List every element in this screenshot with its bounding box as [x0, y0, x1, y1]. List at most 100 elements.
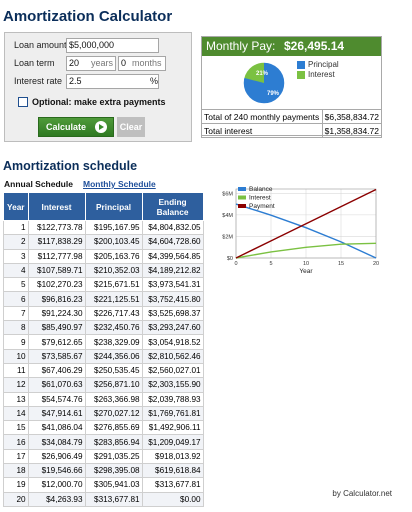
interest-cell: $47,914.61 — [27, 405, 86, 422]
x-tick-label: 0 — [234, 261, 237, 267]
principal-cell: $291,035.25 — [84, 448, 143, 465]
principal-cell: $250,535.45 — [84, 362, 143, 379]
table-row: 15 $41,086.04 $276,855.69 $1,492,906.11 — [3, 420, 204, 436]
play-icon — [95, 121, 107, 133]
y-tick-label: $2M — [222, 234, 233, 240]
y-tick-label: $4M — [222, 213, 233, 219]
year-cell: 10 — [3, 348, 29, 364]
balance-cell: $3,293,247.60 — [141, 320, 204, 336]
plot-frame — [235, 188, 377, 259]
legend-label: Balance — [249, 186, 273, 193]
interest-cell: $85,490.97 — [27, 320, 86, 336]
extra-payments-label: Optional: make extra payments — [32, 97, 166, 107]
interest-cell: $73,585.67 — [27, 348, 86, 364]
loan-amount-input[interactable]: $5,000,000 — [66, 38, 159, 53]
clear-button[interactable]: Clear — [117, 117, 145, 137]
principal-cell: $270,027.12 — [84, 405, 143, 422]
table-row: 17 $26,906.49 $291,035.25 $918,013.92 — [3, 448, 204, 465]
interest-cell: $67,406.29 — [27, 362, 86, 379]
balance-cell: $2,303,155.90 — [141, 377, 204, 393]
x-tick-label: 15 — [338, 261, 344, 267]
calculator-form: Loan amount $5,000,000 Loan term 20 year… — [4, 32, 192, 142]
balance-cell: $3,973,541.31 — [141, 277, 204, 293]
balance-cell: $1,209,049.17 — [141, 434, 204, 450]
year-cell: 17 — [3, 448, 29, 465]
pie-slice-interest — [243, 62, 264, 83]
percent-unit: % — [150, 76, 159, 86]
col-ending-balance: Ending Balance — [141, 192, 204, 221]
interest-rate-label: Interest rate — [14, 76, 63, 86]
legend-swatch — [238, 195, 246, 200]
col-year: Year — [3, 192, 29, 221]
table-row: 10 $73,585.67 $244,356.06 $2,810,562.46 — [3, 348, 204, 364]
year-cell: 15 — [3, 420, 29, 436]
interest-rate-input[interactable]: 2.5 — [66, 74, 159, 89]
x-tick-label: 10 — [303, 261, 309, 267]
monthly-pay-label: Monthly Pay: — [206, 39, 276, 53]
legend-label: Interest — [249, 195, 271, 202]
principal-cell: $226,717.43 — [84, 305, 143, 322]
pie-label-principal: 79% — [267, 91, 280, 97]
principal-cell: $244,356.06 — [84, 348, 143, 364]
balance-cell: $4,604,728.60 — [141, 234, 204, 250]
table-row: 14 $47,914.61 $270,027.12 $1,769,761.81 — [3, 405, 204, 422]
balance-cell: $3,752,415.80 — [141, 291, 204, 307]
balance-line-chart: $0 $2M $4M $6M 0 5 10 15 20 Balance InterestPaymen… — [222, 186, 379, 275]
monthly-pay-value: $26,495.14 — [284, 39, 345, 53]
calculate-label: Calculate — [46, 122, 87, 132]
table-row: 6 $96,816.23 $221,125.51 $3,752,415.80 — [3, 291, 204, 307]
interest-cell: $61,070.63 — [27, 377, 86, 393]
summary-label: Total interest — [201, 123, 323, 138]
pie-label-interest: 21% — [256, 71, 269, 77]
summary-label: Total of 240 monthly payments — [201, 109, 323, 124]
summary-row: Total of 240 monthly payments $6,358,834… — [201, 109, 383, 124]
calculate-button[interactable]: Calculate — [38, 117, 114, 137]
y-tick-label: $0 — [227, 256, 233, 262]
tab-annual-schedule[interactable]: Annual Schedule — [4, 179, 73, 189]
table-row: 5 $102,270.23 $215,671.51 $3,973,541.31 — [3, 277, 204, 293]
year-cell: 14 — [3, 405, 29, 422]
year-cell: 13 — [3, 391, 29, 407]
principal-cell: $256,871.10 — [84, 377, 143, 393]
year-cell: 5 — [3, 277, 29, 293]
y-tick-label: $6M — [222, 191, 233, 197]
interest-cell: $117,838.29 — [27, 234, 86, 250]
summary-table: Total of 240 monthly payments $6,358,834… — [201, 109, 383, 138]
loan-term-years-input[interactable]: 20 — [66, 56, 116, 71]
year-cell: 11 — [3, 362, 29, 379]
months-unit: months — [132, 58, 162, 68]
year-cell: 16 — [3, 434, 29, 450]
principal-cell: $215,671.51 — [84, 277, 143, 293]
year-cell: 20 — [3, 491, 29, 507]
principal-cell: $238,329.09 — [84, 334, 143, 350]
tab-monthly-schedule[interactable]: Monthly Schedule — [83, 179, 156, 189]
col-interest: Interest — [27, 192, 86, 221]
balance-cell: $2,039,788.93 — [141, 391, 204, 407]
loan-term-months-input[interactable]: 0 — [118, 56, 166, 71]
legend-swatch — [238, 187, 246, 191]
interest-cell: $12,000.70 — [27, 477, 86, 493]
year-cell: 4 — [3, 262, 29, 279]
year-cell: 2 — [3, 234, 29, 250]
table-row: 3 $112,777.98 $205,163.76 $4,399,564.85 — [3, 248, 204, 264]
principal-cell: $313,677.81 — [84, 491, 143, 507]
summary-value: $6,358,834.72 — [321, 109, 383, 124]
principal-cell: $283,856.94 — [84, 434, 143, 450]
year-cell: 1 — [3, 219, 29, 236]
table-row: 13 $54,574.76 $263,366.98 $2,039,788.93 — [3, 391, 204, 407]
table-row: 8 $85,490.97 $232,450.76 $3,293,247.60 — [3, 320, 204, 336]
year-cell: 18 — [3, 463, 29, 479]
table-row: 18 $19,546.66 $298,395.08 $619,618.84 — [3, 463, 204, 479]
year-cell: 3 — [3, 248, 29, 264]
table-row: 1 $122,773.78 $195,167.95 $4,804,832.05 — [3, 219, 204, 236]
extra-payments-checkbox[interactable] — [18, 97, 28, 107]
balance-cell: $313,677.81 — [141, 477, 204, 493]
balance-cell: $2,810,562.46 — [141, 348, 204, 364]
principal-cell: $200,103.45 — [84, 234, 143, 250]
interest-cell: $102,270.23 — [27, 277, 86, 293]
amortization-table: Year Interest Principal Ending Balance 1… — [3, 192, 204, 507]
principal-cell: $221,125.51 — [84, 291, 143, 307]
summary-value: $1,358,834.72 — [321, 123, 383, 138]
balance-cell: $1,492,906.11 — [141, 420, 204, 436]
interest-cell: $34,084.79 — [27, 434, 86, 450]
